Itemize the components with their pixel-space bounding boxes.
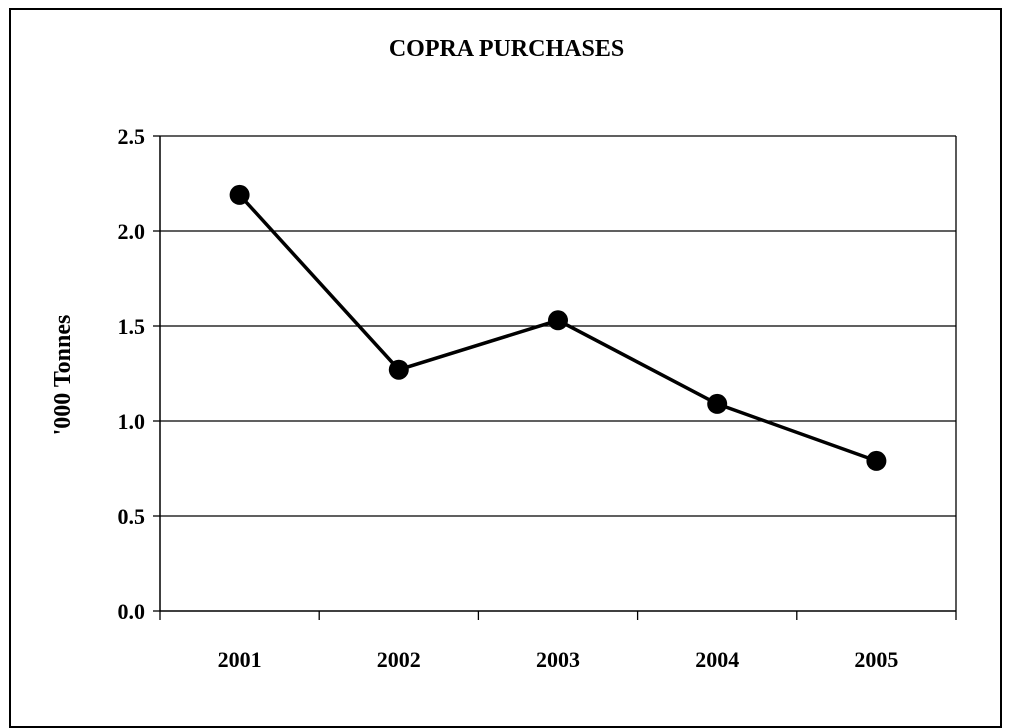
y-tick-label: 0.0: [118, 599, 146, 624]
y-tick-label: 0.5: [118, 504, 146, 529]
data-point: [229, 184, 250, 205]
y-axis-label: '000 Tonnes: [50, 315, 76, 436]
x-tick-label: 2003: [536, 647, 580, 672]
x-tick-label: 2004: [695, 647, 739, 672]
x-tick-label: 2002: [377, 647, 421, 672]
chart-frame: [9, 8, 1002, 728]
y-tick-label: 2.0: [118, 219, 146, 244]
data-point: [548, 310, 568, 331]
y-tick-label: 2.5: [118, 124, 146, 149]
data-point: [707, 393, 728, 414]
data-point: [866, 450, 887, 471]
y-tick-label: 1.0: [118, 409, 146, 434]
x-tick-label: 2005: [854, 647, 898, 672]
y-tick-label: 1.5: [118, 314, 146, 339]
x-tick-label: 2001: [218, 647, 262, 672]
chart-title: COPRA PURCHASES: [388, 36, 625, 62]
data-point: [388, 359, 409, 380]
line-chart: '000 Tonnes 0.0 0.5 1.0 1.5 2.0 2.5 2001 2002 20…: [50, 124, 957, 672]
